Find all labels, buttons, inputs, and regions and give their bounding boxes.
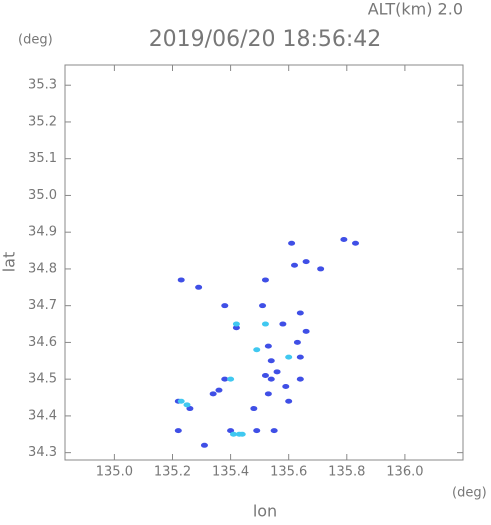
y-tick-label: 35.2 xyxy=(28,114,57,129)
y-tick-label: 34.3 xyxy=(28,445,57,460)
echo-cell xyxy=(227,376,235,382)
echo-cell xyxy=(296,376,304,382)
echo-cell xyxy=(259,303,267,309)
echo-cell xyxy=(296,310,304,316)
echo-cell xyxy=(232,325,240,331)
echo-cell xyxy=(264,391,272,397)
x-axis-label: lon xyxy=(253,502,277,521)
echo-cell xyxy=(215,387,223,393)
echo-cell xyxy=(288,240,296,246)
echo-cell xyxy=(250,406,258,412)
y-tick-label: 34.9 xyxy=(28,225,57,240)
x-tick-label: 135.4 xyxy=(212,465,249,480)
y-tick-label: 34.5 xyxy=(28,372,57,387)
echo-cell xyxy=(195,284,203,290)
echo-cell xyxy=(177,398,185,404)
echo-cell xyxy=(270,428,278,434)
echo-cell xyxy=(317,266,325,272)
echo-cell xyxy=(183,402,191,408)
echo-cell xyxy=(267,376,275,382)
echo-cell xyxy=(302,328,310,334)
echo-cell xyxy=(261,321,269,327)
echo-cell xyxy=(235,431,243,437)
echo-cell xyxy=(279,321,287,327)
y-tick-label: 34.4 xyxy=(28,408,57,423)
echo-cell xyxy=(221,376,229,382)
y-tick-label: 34.6 xyxy=(28,335,57,350)
echo-cell xyxy=(282,384,290,390)
y-tick-label: 35.0 xyxy=(28,188,57,203)
y-axis-label: lat xyxy=(0,252,19,273)
echo-cell xyxy=(296,354,304,360)
chart-title: 2019/06/20 18:56:42 xyxy=(149,27,382,52)
echo-cell xyxy=(261,372,269,378)
echo-cell xyxy=(186,406,194,412)
x-tick-label: 135.0 xyxy=(96,465,133,480)
y-tick-label: 35.3 xyxy=(28,78,57,93)
x-tick-label: 135.2 xyxy=(154,465,191,480)
echo-cell xyxy=(273,369,281,375)
echo-cell xyxy=(209,391,217,397)
echo-cell xyxy=(293,339,301,345)
echo-cell xyxy=(229,431,237,437)
echo-cell xyxy=(200,442,208,448)
echo-cell xyxy=(221,303,229,309)
echo-cell xyxy=(261,277,269,283)
echo-cell xyxy=(174,428,182,434)
x-tick-label: 135.6 xyxy=(270,465,307,480)
plot-frame xyxy=(64,64,464,461)
y-tick-label: 34.8 xyxy=(28,261,57,276)
echo-cell xyxy=(253,428,261,434)
echo-cell xyxy=(352,240,360,246)
echo-cell xyxy=(302,259,310,265)
echo-cell xyxy=(264,343,272,349)
echo-cell xyxy=(267,358,275,364)
altitude-label: ALT(km) 2.0 xyxy=(368,0,463,19)
echo-cell xyxy=(253,347,261,353)
echo-cell xyxy=(227,428,235,434)
echo-cell xyxy=(285,354,293,360)
y-unit: (deg) xyxy=(18,33,53,48)
echo-cell xyxy=(232,321,240,327)
echo-cell xyxy=(291,262,299,268)
echo-cell xyxy=(340,237,348,243)
echo-cell xyxy=(177,277,185,283)
x-tick-label: 136.0 xyxy=(386,465,423,480)
x-tick-label: 135.8 xyxy=(328,465,365,480)
y-tick-label: 34.7 xyxy=(28,298,57,313)
y-tick-label: 35.1 xyxy=(28,151,57,166)
x-unit: (deg) xyxy=(452,486,487,501)
echo-cell xyxy=(285,398,293,404)
